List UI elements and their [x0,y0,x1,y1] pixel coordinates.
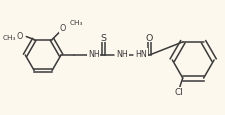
Text: S: S [101,33,107,42]
Text: CH₃: CH₃ [70,19,83,25]
Text: CH₃: CH₃ [3,34,16,40]
Text: Cl: Cl [174,88,183,97]
Text: O: O [146,33,153,42]
Text: NH: NH [88,49,100,58]
Text: HN: HN [135,49,147,58]
Text: O: O [60,24,66,33]
Text: NH: NH [117,49,128,58]
Text: O: O [17,32,23,41]
